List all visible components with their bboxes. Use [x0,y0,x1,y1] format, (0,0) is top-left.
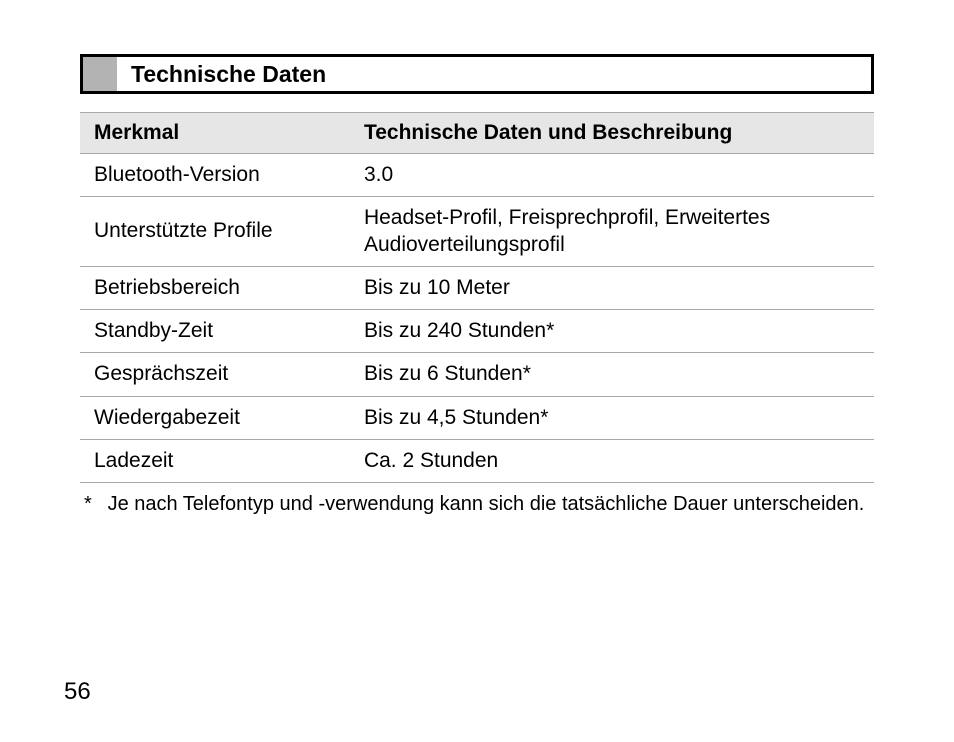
footnote: * Je nach Telefontyp und -verwendung kan… [80,493,874,516]
table-cell-value: Ca. 2 Stunden [350,439,874,482]
page-number: 56 [64,678,91,706]
footnote-marker: * [84,493,102,516]
table-cell-feature: Unterstützte Profile [80,197,350,267]
table-row: Ladezeit Ca. 2 Stunden [80,439,874,482]
table-cell-feature: Gesprächszeit [80,353,350,396]
table-row: Bluetooth-Version 3.0 [80,154,874,197]
table-cell-value: Bis zu 10 Meter [350,266,874,309]
table-row: Wiedergabezeit Bis zu 4,5 Stunden* [80,396,874,439]
table-cell-feature: Ladezeit [80,439,350,482]
table-row: Standby-Zeit Bis zu 240 Stunden* [80,310,874,353]
table-cell-value: Bis zu 4,5 Stunden* [350,396,874,439]
table-row: Gesprächszeit Bis zu 6 Stunden* [80,353,874,396]
table-row: Betriebsbereich Bis zu 10 Meter [80,266,874,309]
table-cell-value: 3.0 [350,154,874,197]
page: Technische Daten Merkmal Technische Date… [0,0,954,742]
table-header-description: Technische Daten und Beschreibung [350,113,874,154]
table-header-feature: Merkmal [80,113,350,154]
section-title: Technische Daten [117,57,871,91]
table-cell-feature: Standby-Zeit [80,310,350,353]
table-cell-value: Headset-Profil, Freisprechprofil, Erweit… [350,197,874,267]
footnote-text: Je nach Telefontyp und -verwendung kann … [108,493,865,515]
table-cell-feature: Betriebsbereich [80,266,350,309]
table-cell-value: Bis zu 240 Stunden* [350,310,874,353]
table-header-row: Merkmal Technische Daten und Beschreibun… [80,113,874,154]
table-cell-feature: Wiedergabezeit [80,396,350,439]
specs-table: Merkmal Technische Daten und Beschreibun… [80,112,874,483]
section-marker-icon [83,57,117,91]
table-row: Unterstützte Profile Headset-Profil, Fre… [80,197,874,267]
table-cell-value: Bis zu 6 Stunden* [350,353,874,396]
section-header: Technische Daten [80,54,874,94]
table-cell-feature: Bluetooth-Version [80,154,350,197]
